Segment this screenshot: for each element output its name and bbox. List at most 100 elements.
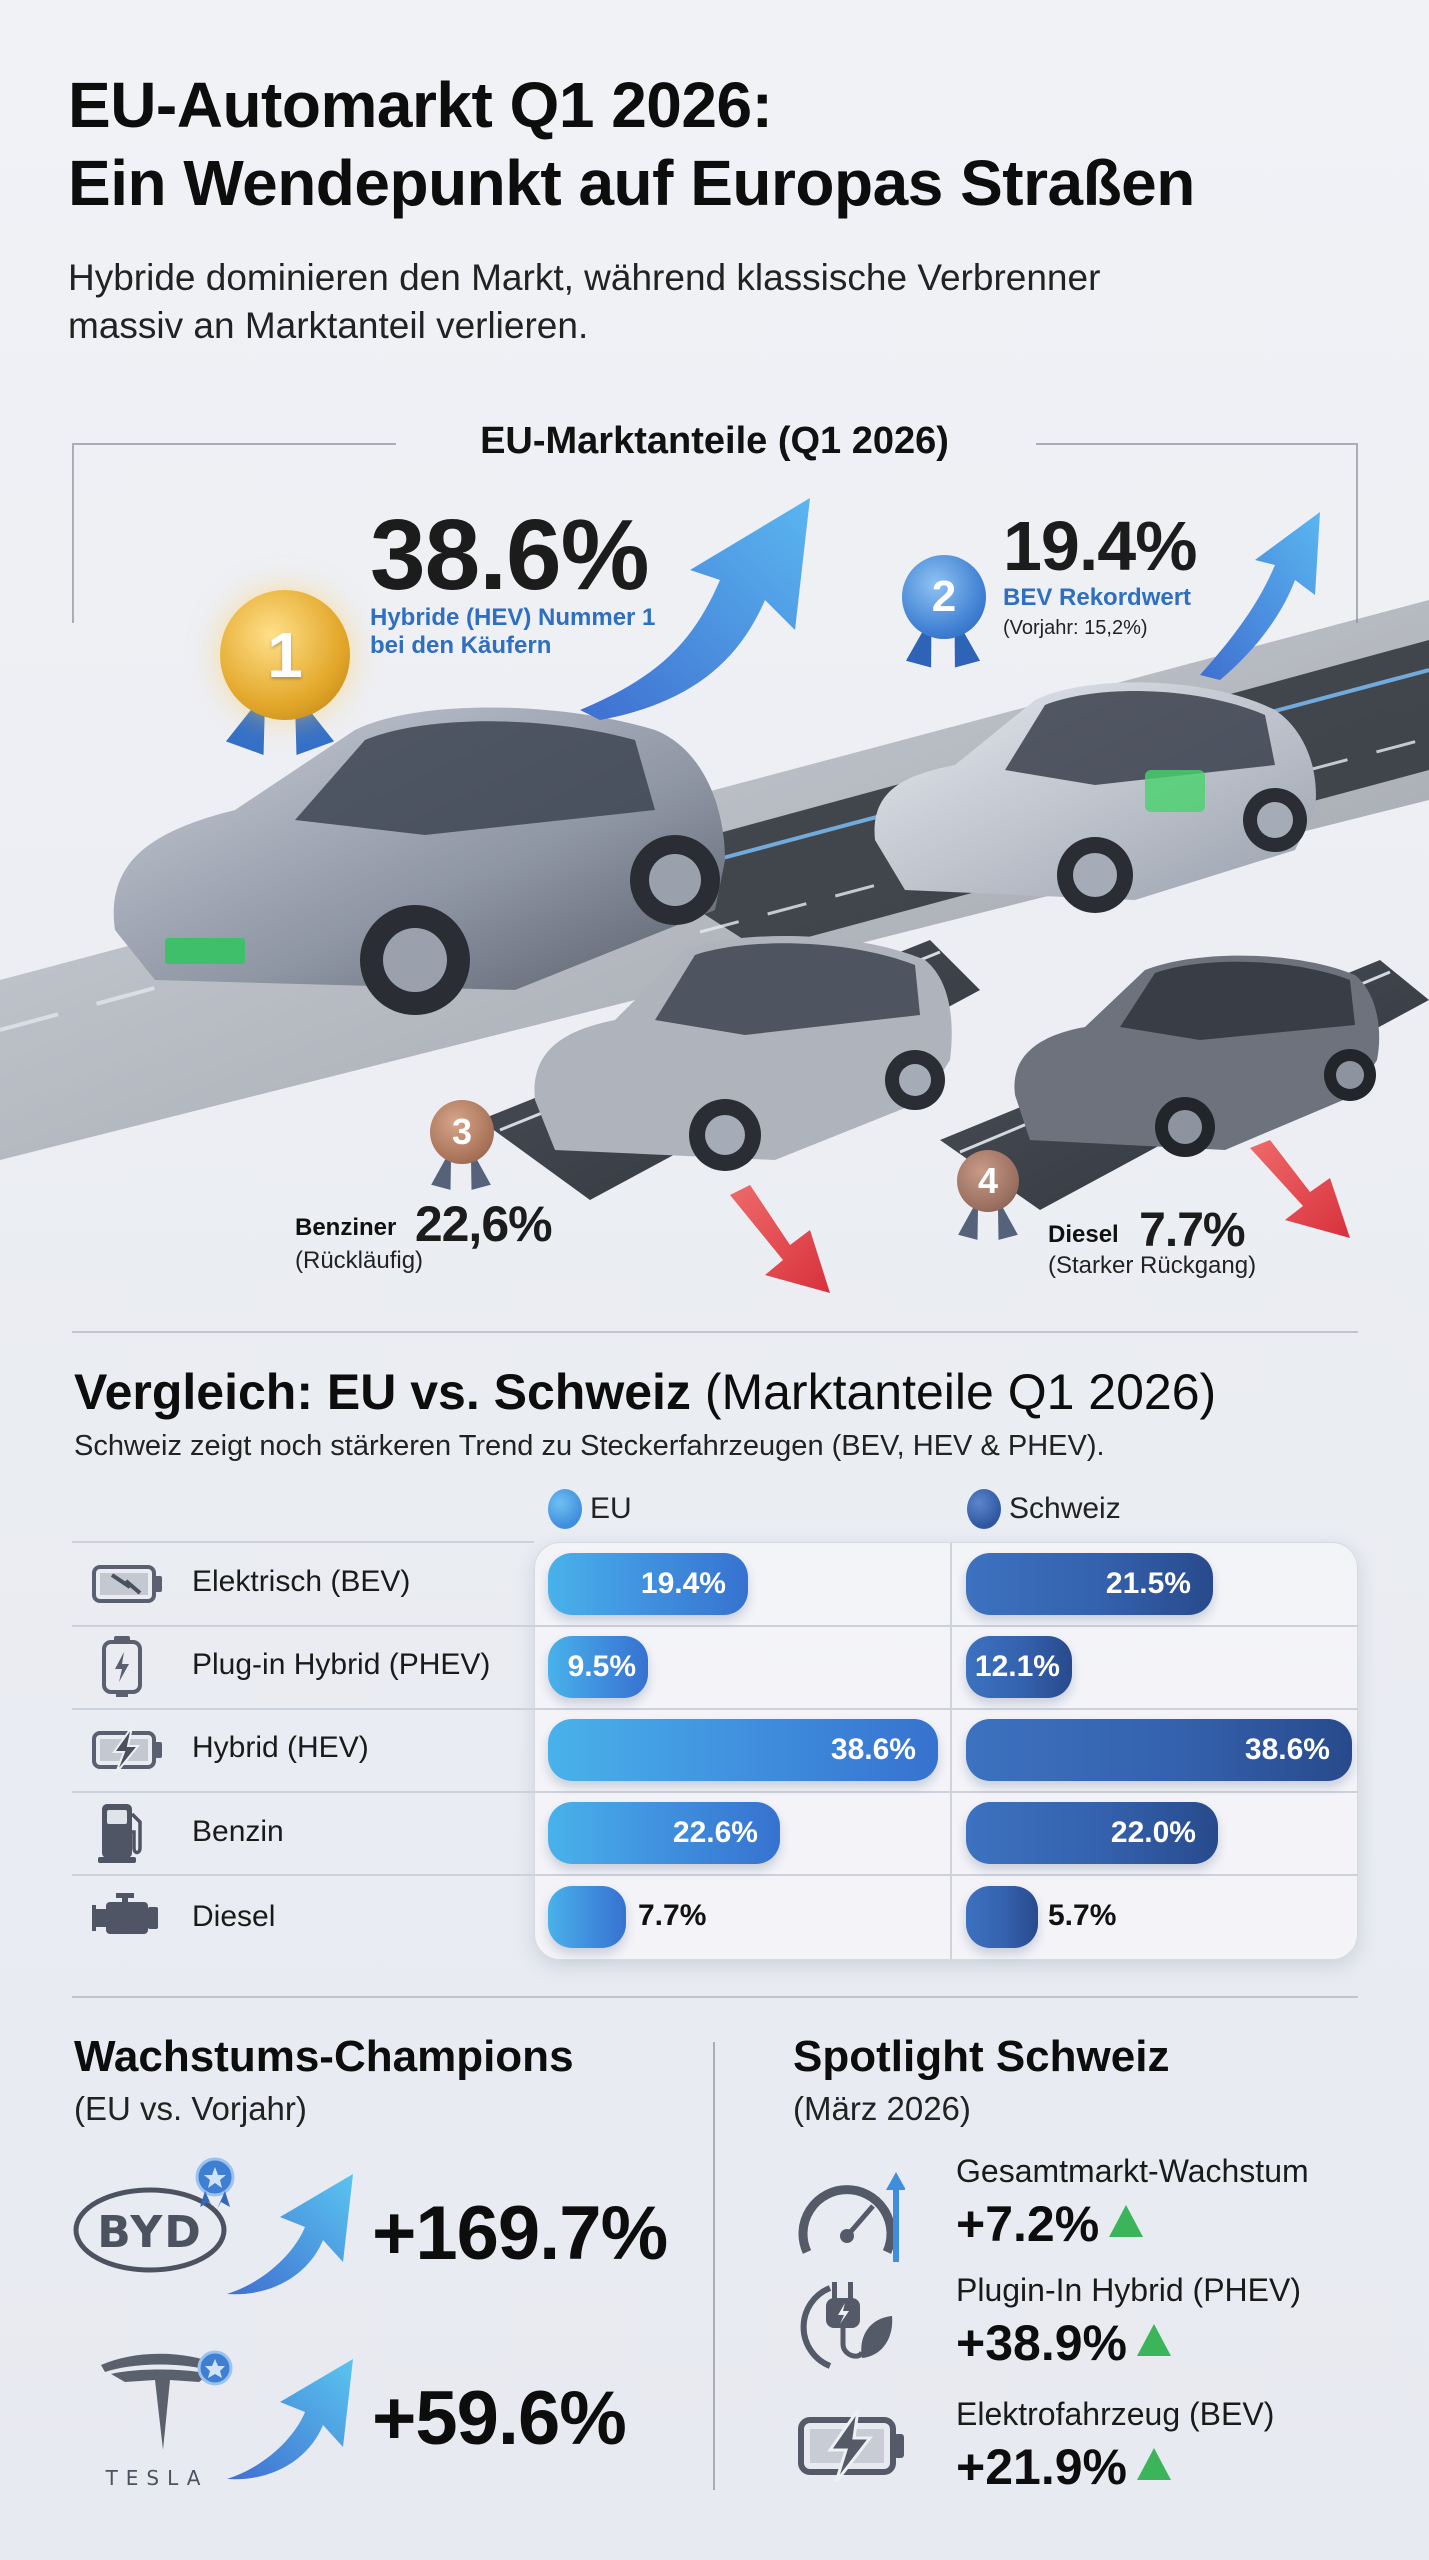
row-line [72,1708,1358,1710]
svg-text:BYD: BYD [97,2207,203,2258]
up-triangle-icon [1136,2448,1171,2480]
bar-schweiz: 21.5% [966,1553,1213,1615]
bar-eu [548,1886,626,1948]
title-line-1: EU-Automarkt Q1 2026: [68,69,773,141]
legend-item-schweiz: Schweiz [967,1489,1121,1529]
spotlight-label: Plugin-In Hybrid (PHEV) [956,2272,1301,2308]
spotlight-value: +38.9% [956,2315,1127,2371]
bar-schweiz: 38.6% [966,1719,1352,1781]
blue-medal-icon: 2 [900,555,990,675]
up-triangle-icon [1109,2205,1144,2237]
growth-subtitle: (EU vs. Vorjahr) [74,2090,307,2127]
spotlight-value-row: +21.9% [956,2438,1171,2496]
spotlight-value: +7.2% [956,2196,1100,2252]
vertical-divider [713,2042,715,2490]
battery-bolt-icon [798,2410,904,2482]
bar-eu-value: 7.7% [638,1899,707,1932]
diesel-car-illustration [1014,955,1380,1157]
title-line-2: Ein Wendepunkt auf Europas Straßen [68,147,1195,219]
bronze-medal-icon: 3 [428,1100,498,1200]
medal-rank-1: 1 [220,590,350,720]
row-line [72,1791,1358,1793]
medal-rank-3: 3 [430,1100,494,1164]
trend-up-arrow-icon [580,498,810,720]
spotlight-value-row: +38.9% [956,2314,1171,2372]
diesel-name: Diesel [1048,1221,1119,1248]
legend-swatch-schweiz [967,1489,1001,1529]
bar-schweiz [966,1886,1038,1948]
comparison-subtitle: Schweiz zeigt noch stärkeren Trend zu St… [74,1430,1105,1462]
frame-line-right [1036,443,1358,445]
spotlight-label: Elektrofahrzeug (BEV) [956,2396,1275,2432]
bar-schweiz: 12.1% [966,1636,1072,1698]
hev-share-value: 38.6% [370,499,650,611]
petrol-share-block: Benziner 22,6% (Rückläufig) [295,1195,553,1275]
frame-line-left [72,443,396,445]
row-label: Diesel [192,1900,276,1933]
comparison-title: Vergleich: EU vs. Schweiz (Marktanteile … [74,1364,1217,1420]
bev-share-value: 19.4% [1003,507,1197,585]
svg-text:TESLA: TESLA [105,2466,209,2490]
row-label: Hybrid (HEV) [192,1731,369,1764]
hybrid-car-illustration [113,707,726,1015]
growth-arrow-icon [227,2174,353,2295]
hev-share-label: Hybride (HEV) Nummer 1 bei den Käufern [370,604,656,659]
row-line [72,1874,1358,1876]
bar-eu: 9.5% [548,1636,648,1698]
battery-bolt-icon [92,1565,162,1603]
trend-down-arrow-icon [730,1185,830,1293]
phev-battery-icon [102,1636,142,1697]
row-label: Plug-in Hybrid (PHEV) [192,1648,491,1681]
fuel-pump-icon [98,1804,142,1863]
spotlight-title: Spotlight Schweiz [793,2032,1170,2081]
spotlight-label: Gesamtmarkt-Wachstum [956,2153,1309,2189]
legend-swatch-eu [548,1489,582,1529]
spotlight-subtitle: (März 2026) [793,2090,971,2127]
petrol-share-value: 22,6% [414,1196,553,1252]
bev-car-illustration [874,682,1316,913]
diesel-share-value: 7.7% [1139,1204,1245,1257]
petrol-car-illustration [534,936,952,1171]
row-label: Elektrisch (BEV) [192,1565,411,1598]
ranking-title: EU-Marktanteile (Q1 2026) [480,420,949,462]
tesla-logo-icon: TESLA [101,2350,233,2490]
trend-down-arrow-icon [1250,1140,1350,1238]
row-line [72,1541,534,1543]
bar-eu: 22.6% [548,1802,780,1864]
gold-medal-icon: 1 [215,590,355,760]
tesla-growth-value: +59.6% [372,2376,627,2461]
diesel-note: (Starker Rückgang) [1048,1252,1257,1279]
bar-schweiz-value: 5.7% [1048,1899,1117,1932]
medal-rank-2: 2 [902,555,986,639]
engine-icon [92,1893,158,1934]
growth-title: Wachstums-Champions [74,2032,574,2081]
column-divider [950,1543,952,1959]
byd-growth-value: +169.7% [372,2191,668,2276]
page-subtitle: Hybride dominieren den Markt, während kl… [68,254,1368,350]
bev-share-label: BEV Rekordwert (Vorjahr: 15,2%) [1003,584,1192,639]
spotlight-value-row: +7.2% [956,2195,1144,2253]
plug-leaf-icon [800,2282,893,2369]
spotlight-value: +21.9% [956,2439,1127,2495]
frame-side-left [72,443,74,623]
up-triangle-icon [1136,2324,1171,2356]
bar-schweiz: 22.0% [966,1802,1218,1864]
growth-arrow-icon [227,2359,353,2480]
petrol-name: Benziner [295,1214,397,1241]
row-label: Benzin [192,1815,284,1848]
row-line [72,1625,1358,1627]
section-divider [72,1996,1358,1998]
frame-side-right [1356,443,1358,623]
diesel-share-block: Diesel 7.7% (Starker Rückgang) [1048,1203,1256,1280]
bar-eu: 38.6% [548,1719,938,1781]
bronze-medal-icon: 4 [955,1150,1025,1250]
legend-item-eu: EU [548,1489,632,1529]
byd-logo-icon: BYD [73,2157,235,2273]
subtitle-line-1: Hybride dominieren den Markt, während kl… [68,257,1101,298]
section-divider [72,1331,1358,1333]
page-title: EU-Automarkt Q1 2026: Ein Wendepunkt auf… [68,66,1195,222]
trend-up-arrow-icon [1200,512,1320,680]
hybrid-battery-icon [92,1727,162,1773]
petrol-note: (Rückläufig) [295,1247,424,1274]
medal-rank-4: 4 [957,1150,1019,1212]
